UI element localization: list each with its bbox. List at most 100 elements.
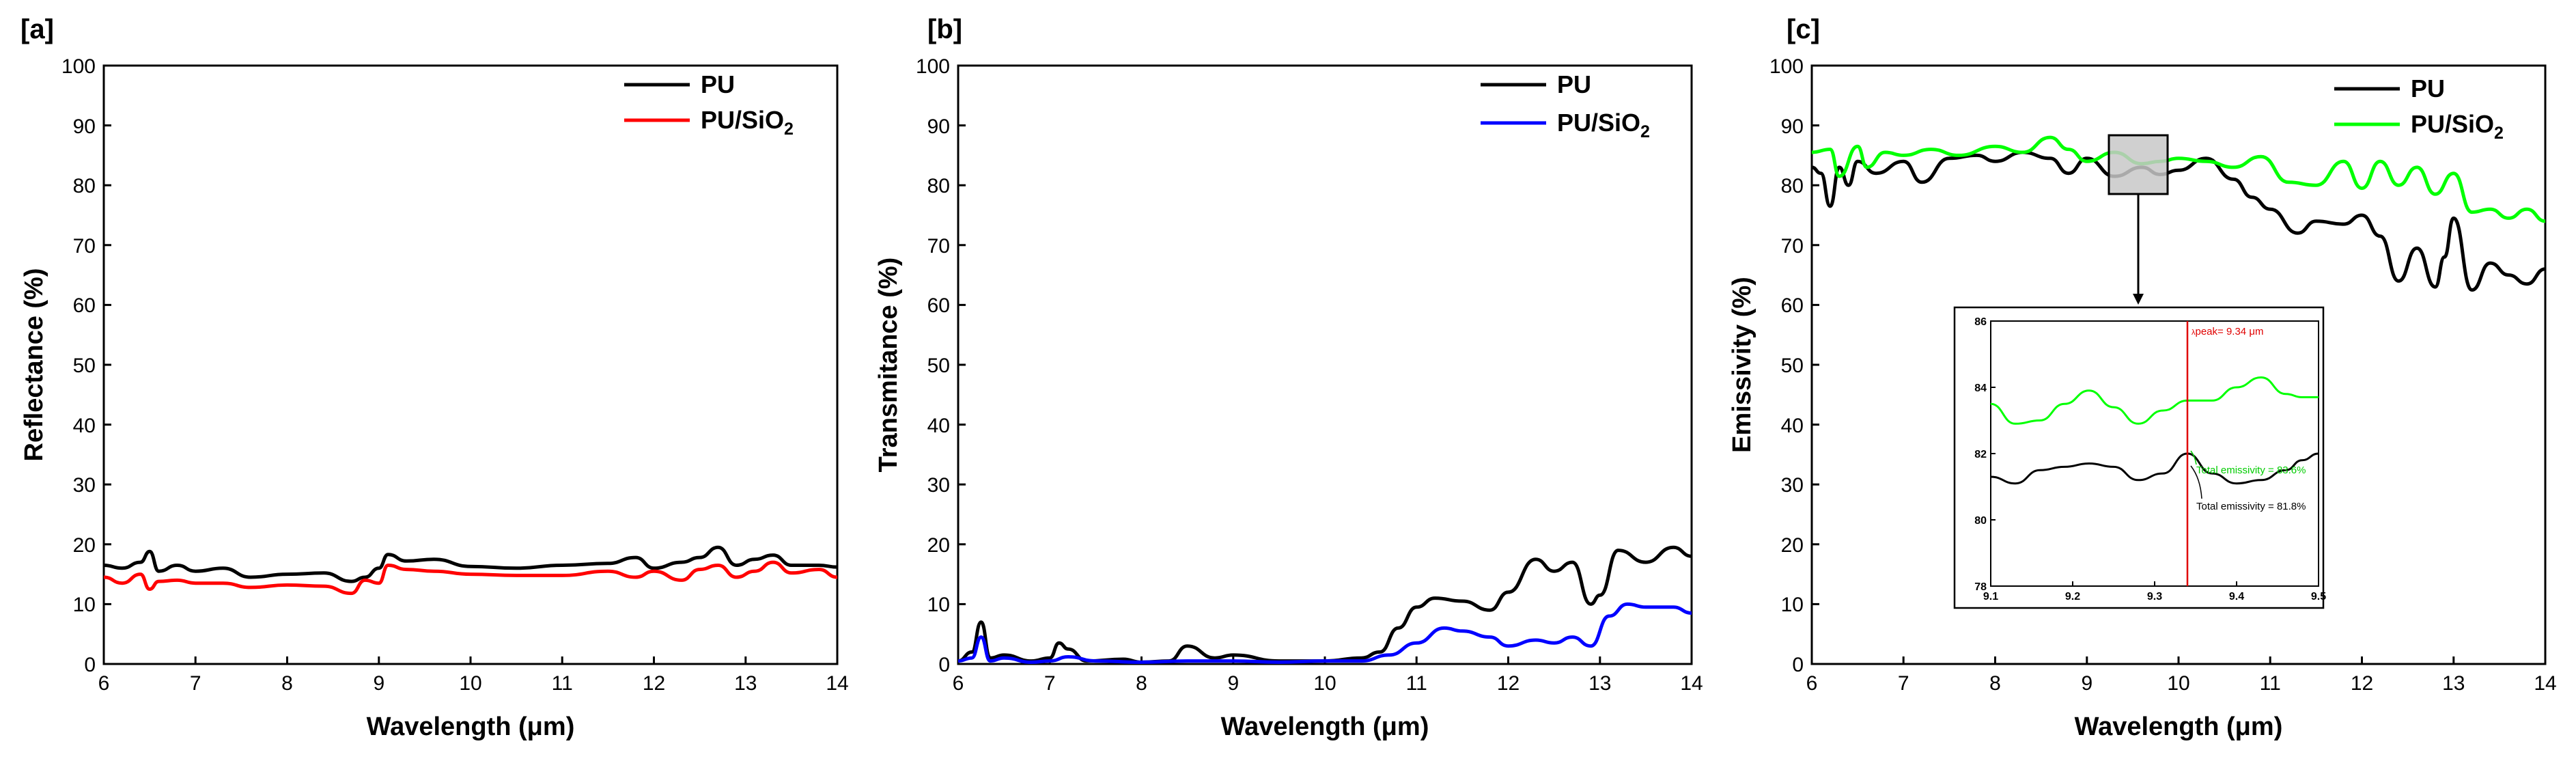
inset-x-tick-label: 9.5 xyxy=(2311,591,2326,602)
inset-y-tick-label: 86 xyxy=(1974,316,1987,328)
legend-label: PU xyxy=(701,70,735,98)
legend-label: PU xyxy=(2411,74,2445,102)
y-tick-labels: 0 10 20 30 40 50 60 70 80 90 100 xyxy=(1769,55,1804,676)
x-tick-label: 9 xyxy=(373,672,384,695)
y-tick-label: 60 xyxy=(1781,294,1804,317)
x-tick-label: 7 xyxy=(190,672,201,695)
y-tick-label: 0 xyxy=(1792,654,1804,676)
legend-label-subscript: 2 xyxy=(1640,122,1650,141)
y-tick-label: 20 xyxy=(1781,534,1804,557)
y-tick-label: 10 xyxy=(1781,594,1804,616)
annotation-total-emissivity-pu: Total emissivity = 81.8% xyxy=(2196,501,2306,512)
y-tick-label: 80 xyxy=(1781,175,1804,197)
y-tick-label: 90 xyxy=(1781,115,1804,138)
y-tick-label: 40 xyxy=(73,415,96,437)
zoom-region-marker xyxy=(2108,134,2169,195)
y-tick-label: 0 xyxy=(938,654,950,676)
inset-x-tick-label: 9.1 xyxy=(1983,591,1998,602)
annotation-leader-green xyxy=(2190,450,2197,465)
zoom-arrow-head xyxy=(2133,294,2144,305)
y-tick-label: 70 xyxy=(1781,235,1804,258)
y-tick-label: 100 xyxy=(61,55,96,78)
peak-label: λpeak= 9.34 μm xyxy=(2192,326,2263,337)
annotation-total-emissivity-pu-sio2: Total emissivity = 83.6% xyxy=(2196,465,2306,476)
x-tick-label: 7 xyxy=(1898,672,1909,695)
inset-curve-pu xyxy=(1990,452,2319,485)
series-line-pu-sio2 xyxy=(957,602,1692,664)
y-ticks xyxy=(104,64,111,665)
inset-x-tick-label: 9.2 xyxy=(2065,591,2080,602)
y-axis-title: Reflectance (%) xyxy=(20,268,48,462)
x-tick-label: 11 xyxy=(552,672,573,695)
y-tick-labels: 0 10 20 30 40 50 60 70 80 90 100 xyxy=(916,55,950,676)
y-tick-label: 50 xyxy=(73,355,96,377)
y-tick-label: 80 xyxy=(73,175,96,197)
x-axis-title: Wavelength (μm) xyxy=(1221,712,1429,741)
panel-label: [a] xyxy=(20,14,54,44)
y-tick-labels: 0 10 20 30 40 50 60 70 80 90 100 xyxy=(61,55,96,676)
panel-a: [a] 0 10 20 xyxy=(20,14,849,741)
y-tick-label: 70 xyxy=(73,235,96,258)
x-tick-label: 10 xyxy=(459,672,481,695)
peak-value: peak= 9.34 μm xyxy=(2196,326,2264,337)
x-tick-label: 8 xyxy=(1989,672,2001,695)
x-tick-label: 11 xyxy=(1406,672,1427,695)
x-ticks xyxy=(1810,656,2547,664)
x-tick-label: 8 xyxy=(281,672,293,695)
panel-b: [b] 0 10 20 xyxy=(874,14,1703,741)
y-tick-label: 100 xyxy=(916,55,950,78)
inset-x-tick-labels: 9.1 9.2 9.3 9.4 9.5 xyxy=(1983,591,2326,602)
series-line-pu xyxy=(957,545,1692,664)
panel-c: [c] 0 10 20 xyxy=(1728,14,2557,741)
inset-plot: 78 80 82 84 86 9.1 9.2 9.3 9.4 9.5 λpeak… xyxy=(1953,306,2326,609)
x-tick-label: 14 xyxy=(2534,672,2556,695)
legend-label: PU/SiO2 xyxy=(1557,109,1650,141)
series-line-pu xyxy=(1811,150,2546,292)
y-tick-label: 30 xyxy=(73,474,96,497)
x-tick-label: 8 xyxy=(1136,672,1147,695)
y-ticks xyxy=(1812,64,1819,665)
x-tick-label: 6 xyxy=(98,672,110,695)
legend-label-main: PU/SiO xyxy=(701,106,784,134)
panel-label: [b] xyxy=(927,14,962,44)
x-tick-label: 10 xyxy=(2167,672,2189,695)
series-line-pu xyxy=(103,545,838,583)
inset-x-tick-label: 9.3 xyxy=(2147,591,2162,602)
x-tick-label: 9 xyxy=(2081,672,2092,695)
x-ticks xyxy=(102,656,839,664)
x-tick-label: 13 xyxy=(1588,672,1611,695)
y-tick-label: 40 xyxy=(927,415,950,437)
x-tick-label: 7 xyxy=(1044,672,1056,695)
y-tick-label: 40 xyxy=(1781,415,1804,437)
x-tick-label: 6 xyxy=(1806,672,1818,695)
x-tick-label: 6 xyxy=(953,672,964,695)
inset-y-tick-labels: 78 80 82 84 86 xyxy=(1974,316,1987,593)
y-tick-label: 20 xyxy=(927,534,950,557)
y-tick-label: 10 xyxy=(73,594,96,616)
legend-label-main: PU/SiO xyxy=(2411,110,2494,138)
y-tick-label: 60 xyxy=(73,294,96,317)
x-tick-label: 14 xyxy=(1680,672,1703,695)
legend: PU PU/SiO2 xyxy=(624,70,794,139)
peak-symbol: λ xyxy=(2192,329,2196,337)
y-axis-title: Emissivity (%) xyxy=(1728,277,1756,453)
x-tick-label: 13 xyxy=(734,672,757,695)
inset-y-tick-label: 82 xyxy=(1974,449,1987,460)
y-tick-label: 50 xyxy=(1781,355,1804,377)
y-axis-title: Transmitance (%) xyxy=(874,258,903,473)
legend-label: PU xyxy=(1557,70,1591,98)
y-ticks xyxy=(958,64,966,665)
legend-label-main: PU xyxy=(701,70,735,98)
legend-label-main: PU xyxy=(1557,70,1591,98)
inset-background xyxy=(1953,306,2325,609)
y-tick-label: 20 xyxy=(73,534,96,557)
y-tick-label: 30 xyxy=(927,474,950,497)
x-tick-labels: 6 7 8 9 10 11 12 13 14 xyxy=(98,672,849,695)
x-tick-label: 10 xyxy=(1313,672,1336,695)
inset-y-tick-label: 78 xyxy=(1974,581,1987,593)
inset-curve-pu-sio2 xyxy=(1990,376,2319,425)
inset-y-tick-label: 84 xyxy=(1974,383,1987,394)
legend: PU PU/SiO2 xyxy=(1481,70,1650,141)
legend-label: PU/SiO2 xyxy=(2411,110,2504,143)
